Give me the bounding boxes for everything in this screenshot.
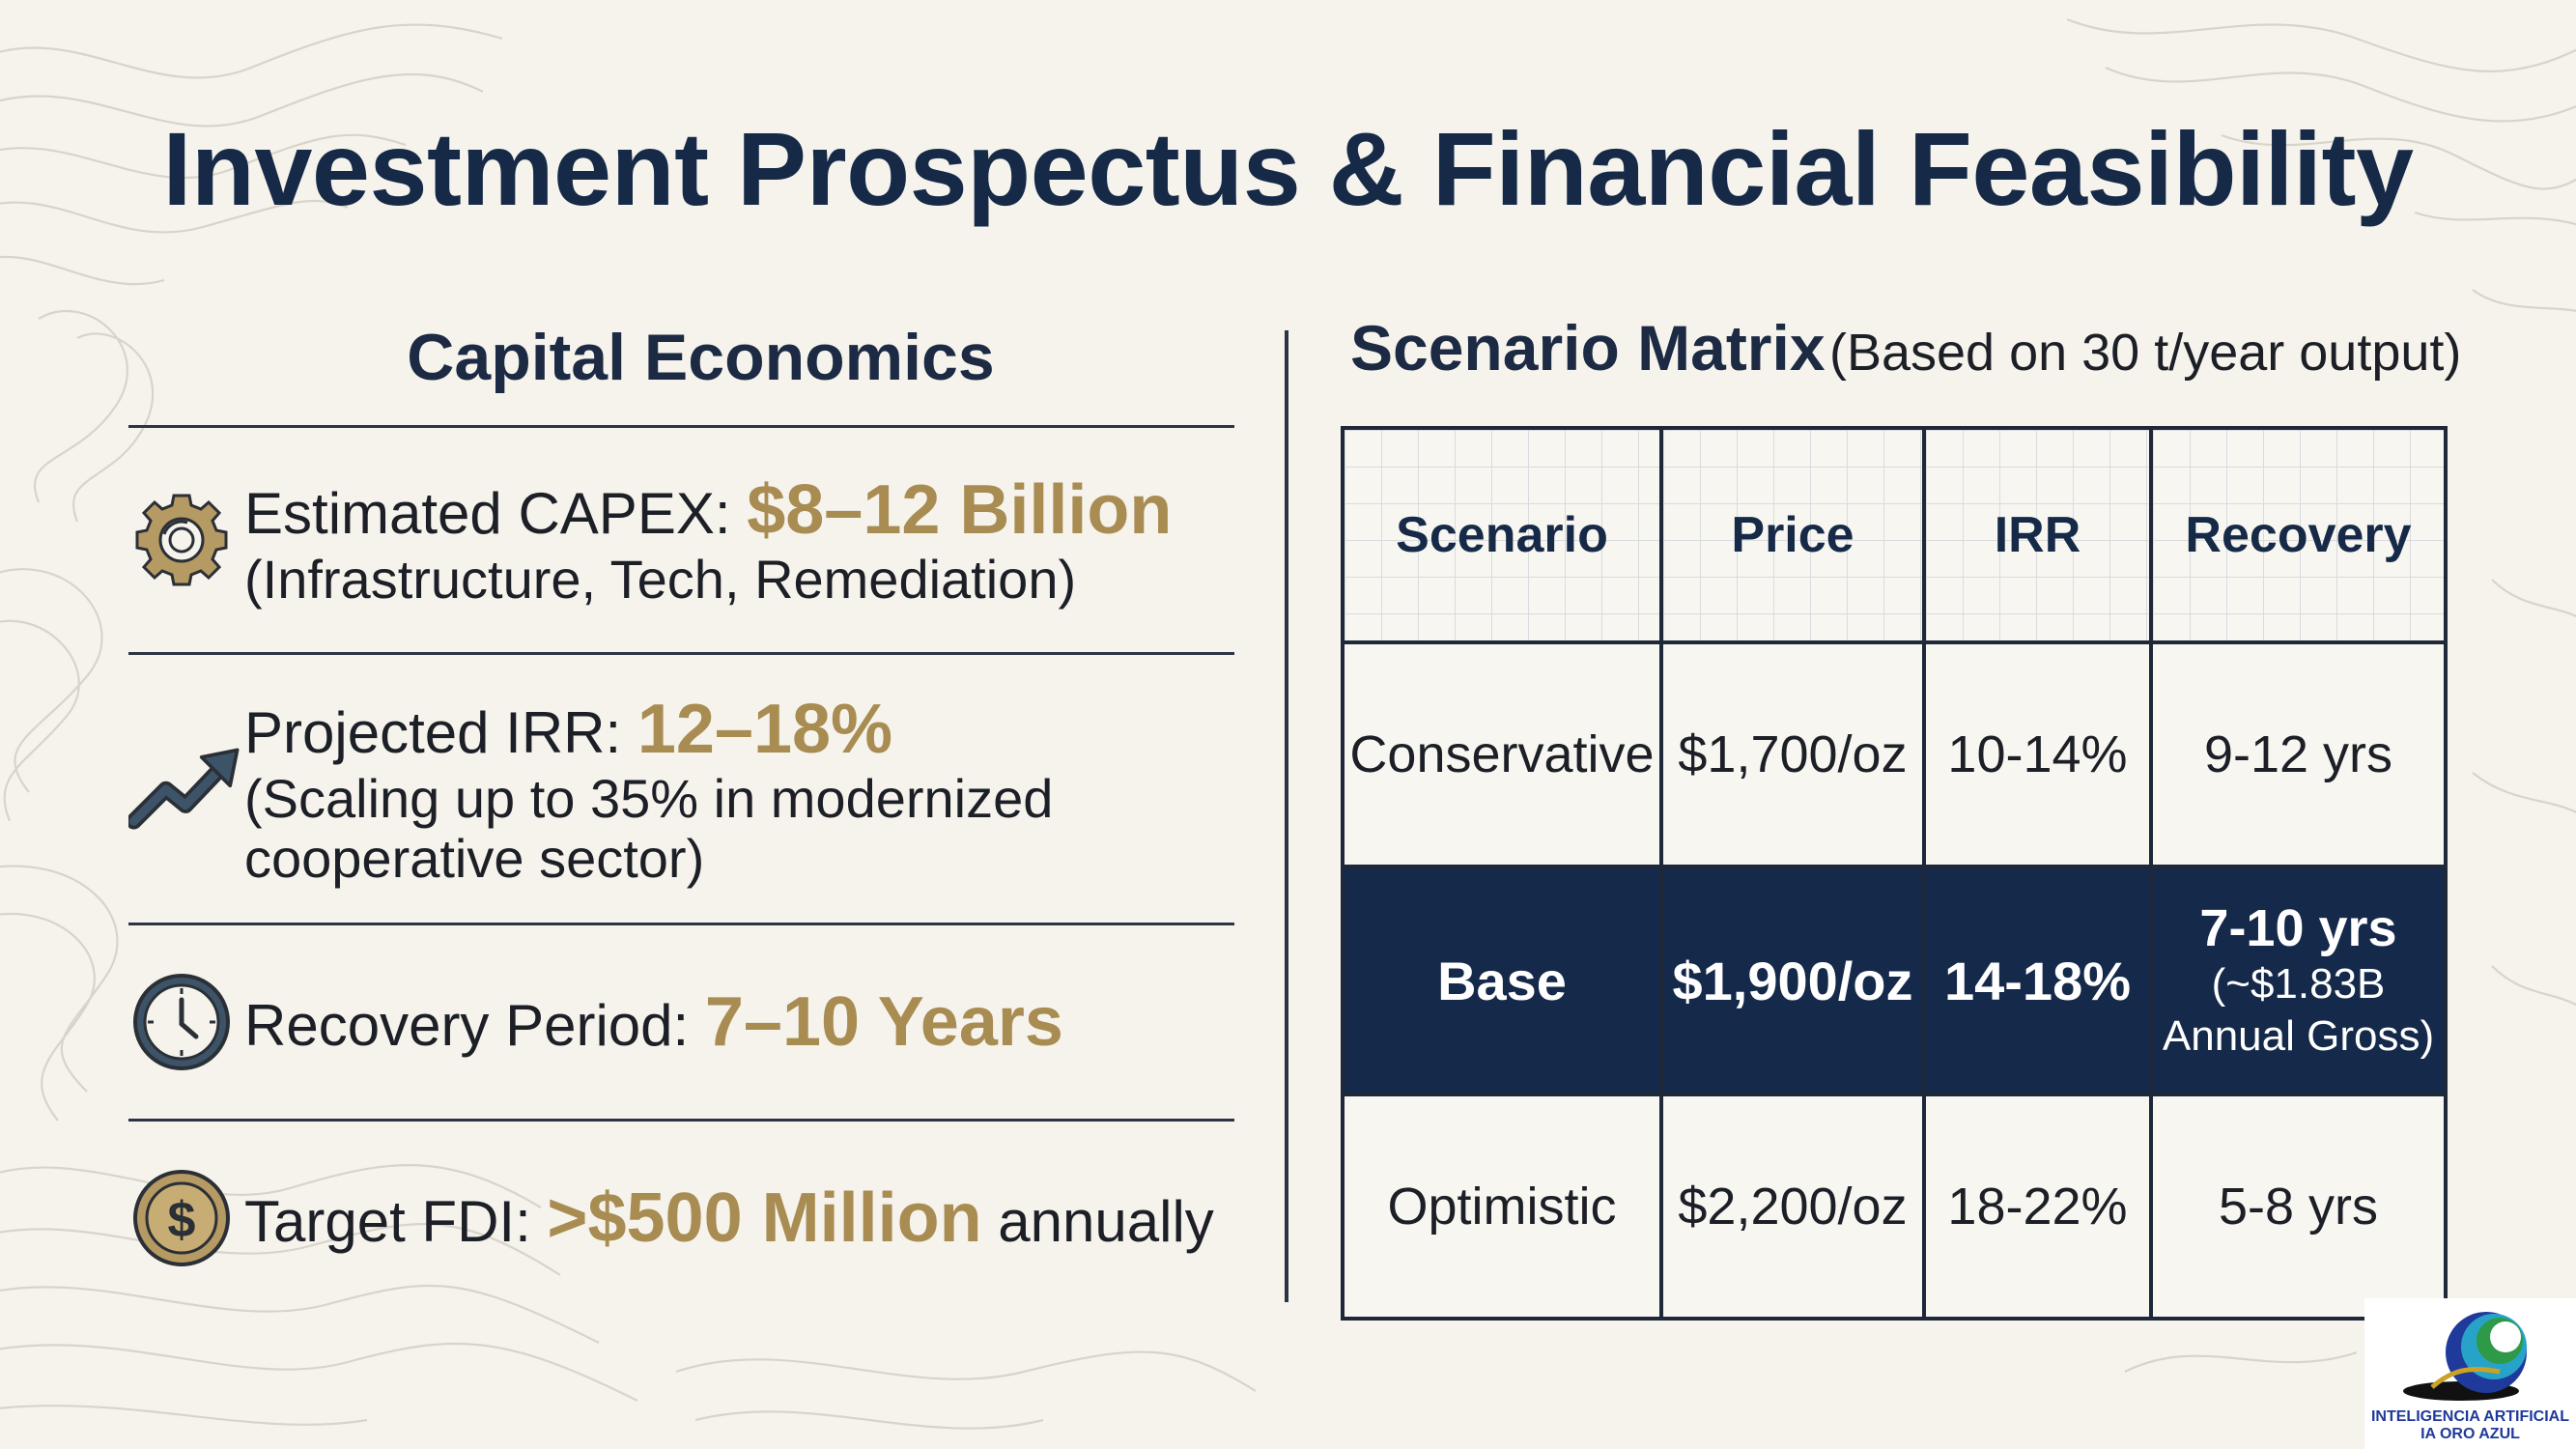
divider bbox=[128, 425, 1234, 428]
logo-mark-icon bbox=[2403, 1312, 2527, 1401]
scenario-matrix-note: (Based on 30 t/year output) bbox=[1828, 324, 2462, 382]
recovery-note: Annual Gross) bbox=[2162, 1012, 2435, 1060]
metric-label: Estimated CAPEX: bbox=[244, 481, 748, 546]
metric-capex: Estimated CAPEX: $8–12 Billion (Infrastr… bbox=[128, 428, 1234, 652]
metric-irr: Projected IRR: 12–18% (Scaling up to 35%… bbox=[128, 655, 1234, 923]
cell-price: $2,200/oz bbox=[1659, 1093, 1926, 1321]
metric-value: $8–12 Billion bbox=[747, 471, 1173, 549]
metric-subtext: (Scaling up to 35% in modernized coopera… bbox=[244, 767, 1054, 889]
logo-text: IA ORO AZUL bbox=[2420, 1426, 2520, 1442]
capital-economics-section: Capital Economics Estimated CAPEX: $8–12… bbox=[128, 309, 1234, 1315]
clock-icon bbox=[128, 969, 244, 1075]
metric-label: Projected IRR: bbox=[244, 699, 637, 765]
cell-recovery: 7-10 yrs (~$1.83B Annual Gross) bbox=[2149, 865, 2448, 1096]
divider bbox=[128, 652, 1234, 655]
divider bbox=[128, 923, 1234, 925]
cell-irr: 10-14% bbox=[1922, 640, 2153, 868]
metric-suffix: annually bbox=[981, 1189, 1214, 1254]
cell-irr: 14-18% bbox=[1922, 865, 2153, 1096]
column-divider bbox=[1285, 330, 1288, 1302]
table-row-highlighted: Base $1,900/oz 14-18% 7-10 yrs (~$1.83B … bbox=[1341, 865, 2448, 1096]
metric-value: 7–10 Years bbox=[704, 983, 1063, 1061]
cell-irr: 18-22% bbox=[1922, 1093, 2153, 1321]
logo-text: INTELIGENCIA ARTIFICIAL bbox=[2370, 1408, 2570, 1425]
metric-value: >$500 Million bbox=[547, 1179, 982, 1257]
cell-price: $1,700/oz bbox=[1659, 640, 1926, 868]
svg-text:$: $ bbox=[168, 1192, 196, 1248]
scenario-matrix-heading: Scenario Matrix (Based on 30 t/year outp… bbox=[1350, 311, 2538, 384]
cell-scenario: Optimistic bbox=[1341, 1093, 1663, 1321]
dollar-coin-icon: $ bbox=[128, 1165, 244, 1271]
trend-up-arrow-icon bbox=[128, 741, 244, 838]
column-header: Price bbox=[1659, 426, 1926, 644]
table-header-row: Scenario Price IRR Recovery bbox=[1341, 426, 2448, 644]
gear-icon bbox=[128, 487, 244, 593]
cell-price: $1,900/oz bbox=[1659, 865, 1926, 1096]
column-header: IRR bbox=[1922, 426, 2153, 644]
metric-target-fdi: $ Target FDI: >$500 Million annually bbox=[128, 1122, 1234, 1315]
section-heading-scenario-matrix: Scenario Matrix bbox=[1350, 312, 1826, 384]
metric-label: Recovery Period: bbox=[244, 993, 705, 1058]
metric-subtext: (Infrastructure, Tech, Remediation) bbox=[244, 549, 1077, 610]
metric-value: 12–18% bbox=[637, 690, 893, 768]
table-row: Optimistic $2,200/oz 18-22% 5-8 yrs bbox=[1341, 1093, 2448, 1321]
column-header: Scenario bbox=[1341, 426, 1663, 644]
brand-logo: INTELIGENCIA ARTIFICIAL IA ORO AZUL bbox=[2364, 1298, 2576, 1449]
recovery-note: (~$1.83B bbox=[2211, 960, 2386, 1008]
cell-recovery: 5-8 yrs bbox=[2149, 1093, 2448, 1321]
divider bbox=[128, 1119, 1234, 1122]
scenario-matrix-table: Scenario Price IRR Recovery Conservative… bbox=[1341, 426, 2448, 1321]
column-header: Recovery bbox=[2149, 426, 2448, 644]
cell-recovery: 9-12 yrs bbox=[2149, 640, 2448, 868]
metric-label: Target FDI: bbox=[244, 1189, 548, 1254]
recovery-value: 7-10 yrs bbox=[2199, 899, 2397, 957]
page-title: Investment Prospectus & Financial Feasib… bbox=[162, 110, 2414, 227]
cell-scenario: Base bbox=[1341, 865, 1663, 1096]
table-row: Conservative $1,700/oz 10-14% 9-12 yrs bbox=[1341, 640, 2448, 868]
metric-recovery-period: Recovery Period: 7–10 Years bbox=[128, 925, 1234, 1119]
cell-scenario: Conservative bbox=[1341, 640, 1663, 868]
section-heading-capital-economics: Capital Economics bbox=[407, 321, 995, 394]
